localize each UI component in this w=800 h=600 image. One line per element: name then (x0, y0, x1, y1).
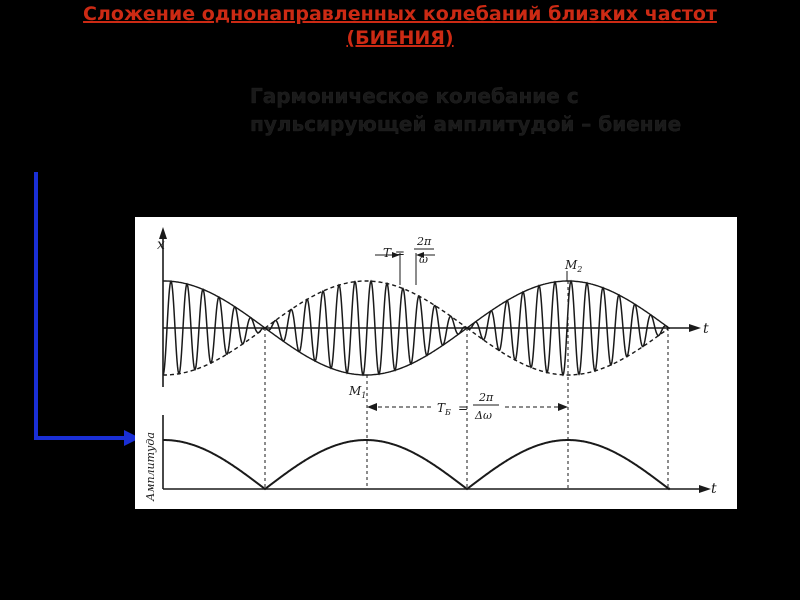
amplitude-curve (163, 439, 671, 491)
beats-figure: x t T = 2π ω M2 M1 TБ = 2π Δω Амплитуда … (135, 217, 737, 509)
amplitude-line (163, 439, 671, 491)
bottom-x-axis-arrow (699, 485, 711, 493)
beat-period-denominator: Δω (474, 409, 492, 422)
bottom-x-axis-label: t (711, 481, 717, 497)
subtitle-line-2: пульсирующей амплитудой – биение (250, 112, 682, 136)
slide-subtitle: Гармоническое колебание с пульсирующей а… (250, 82, 790, 138)
beat-period-numerator: 2π (478, 391, 494, 404)
beat-period-label-left: TБ (437, 401, 451, 417)
envelope-lower-3 (466, 327, 669, 376)
top-y-axis-arrow (159, 227, 167, 239)
envelope-upper-2 (264, 280, 468, 329)
beat-period-equals: = (458, 401, 468, 415)
arrow-head (124, 430, 140, 446)
bottom-y-axis-label: Амплитуда (144, 432, 157, 502)
beats-diagram: x t T = 2π ω M2 M1 TБ = 2π Δω Амплитуда … (144, 227, 717, 502)
period-arrow-head-right (416, 252, 424, 258)
envelope-lower-2 (264, 327, 468, 376)
beat-arrow-head-left (367, 403, 377, 411)
point-m1-label: M1 (348, 384, 366, 400)
top-plot-axes (159, 227, 701, 387)
envelope-curve (163, 252, 669, 376)
period-label-denominator: ω (419, 253, 428, 266)
top-x-axis-arrow (689, 324, 701, 332)
subtitle-line-1: Гармоническое колебание с (250, 84, 579, 108)
dashed-guide-lines (264, 281, 669, 489)
title-line-2: (БИЕНИЯ) (346, 27, 454, 49)
period-label-left: T = (383, 246, 405, 260)
envelope-lower-1 (163, 327, 266, 376)
carrier-signal (162, 279, 671, 377)
envelope-upper-1 (163, 280, 266, 329)
arrow-line (34, 172, 128, 440)
title-line-1: Сложение однонаправленных колебаний близ… (83, 3, 717, 25)
period-arrow-head-left (392, 252, 400, 258)
beat-arrow-head-right (558, 403, 568, 411)
point-m2-label: M2 (564, 258, 582, 274)
slide-title: Сложение однонаправленных колебаний близ… (0, 2, 800, 50)
top-y-axis-label: x (157, 237, 165, 253)
beat-signal-curve (162, 279, 671, 377)
top-x-axis-label: t (703, 321, 709, 337)
period-label-numerator: 2π (416, 235, 432, 248)
bottom-plot-axes (162, 415, 711, 493)
